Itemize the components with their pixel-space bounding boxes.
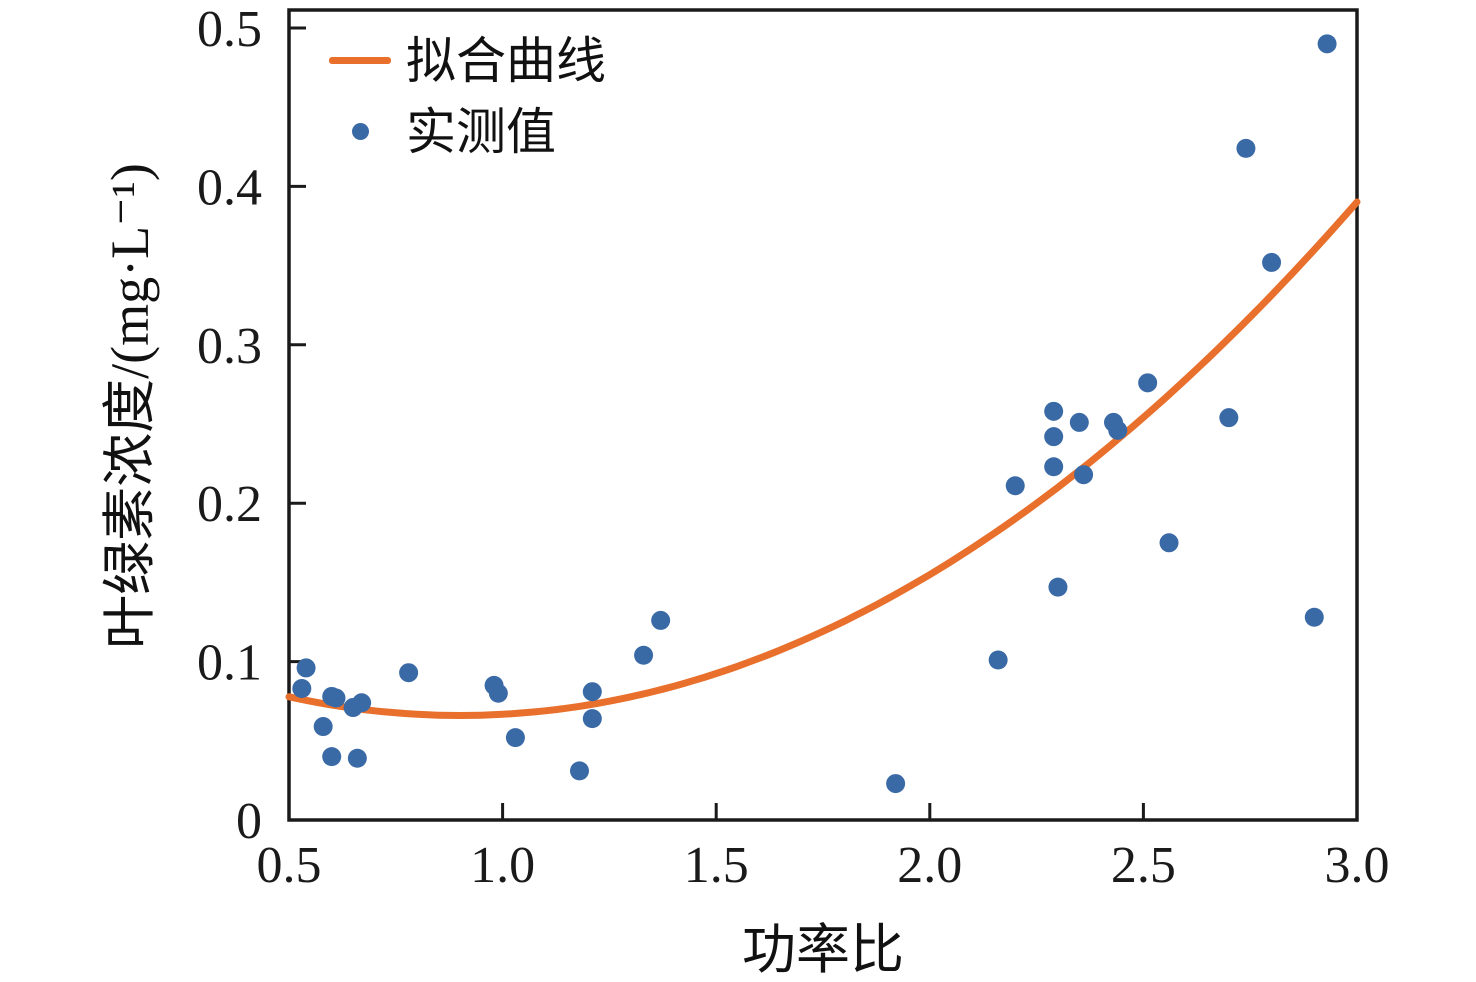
y-tick-label: 0.3 xyxy=(197,318,262,375)
data-point xyxy=(1044,427,1064,447)
data-point xyxy=(1044,457,1064,477)
x-tick-label: 3.0 xyxy=(1325,837,1390,894)
y-tick-label: 0.1 xyxy=(197,635,262,692)
data-point xyxy=(292,679,312,699)
data-point xyxy=(582,709,602,729)
x-tick-label: 2.5 xyxy=(1111,837,1176,894)
fit-curve-line xyxy=(285,198,1361,720)
y-tick-label: 0 xyxy=(236,793,262,850)
data-point xyxy=(1219,408,1239,428)
data-point xyxy=(313,717,333,737)
plot-frame xyxy=(287,8,1359,822)
x-tick-label: 1.0 xyxy=(470,837,535,894)
x-axis-title: 功率比 xyxy=(742,920,904,980)
data-point xyxy=(1159,533,1179,553)
data-point xyxy=(988,650,1008,670)
data-point xyxy=(399,663,419,683)
data-point xyxy=(505,728,525,748)
data-point xyxy=(488,683,508,703)
data-point xyxy=(569,761,589,781)
y-tick-label: 0.5 xyxy=(197,1,262,58)
fit-curve-marker-box xyxy=(329,57,391,64)
legend-item-measured: 实测值 xyxy=(329,96,606,167)
data-point xyxy=(322,747,342,767)
data-point xyxy=(1138,373,1158,393)
data-point xyxy=(1044,401,1064,421)
data-point xyxy=(634,645,654,665)
data-point xyxy=(886,774,906,794)
measured-label: 实测值 xyxy=(406,103,556,160)
measured-dot-icon xyxy=(351,123,369,140)
x-tick-label: 2.0 xyxy=(897,837,962,894)
x-tick-label: 1.5 xyxy=(684,837,749,894)
y-tick-label: 0.2 xyxy=(197,476,262,533)
data-point xyxy=(1005,476,1025,496)
data-point xyxy=(1236,138,1256,158)
data-point xyxy=(1262,252,1282,272)
measured-marker-box xyxy=(329,123,391,140)
y-tick-label: 0.4 xyxy=(197,159,262,216)
data-point xyxy=(352,693,372,713)
data-point xyxy=(1317,34,1337,54)
y-axis-title: 叶绿素浓度/(mg·L⁻¹) xyxy=(100,163,160,649)
data-point xyxy=(1069,412,1089,432)
data-point xyxy=(296,658,316,678)
data-point xyxy=(582,682,602,702)
data-point xyxy=(1074,465,1094,485)
legend-item-fit-curve: 拟合曲线 xyxy=(329,25,606,96)
data-point xyxy=(347,748,367,768)
x-tick-label: 0.5 xyxy=(257,837,322,894)
data-point xyxy=(1304,607,1324,627)
fit-curve-line-icon xyxy=(329,57,391,64)
legend: 拟合曲线 实测值 xyxy=(329,25,606,167)
fit-curve-label: 拟合曲线 xyxy=(406,32,606,89)
data-point xyxy=(326,688,346,708)
data-point xyxy=(1048,577,1068,597)
data-point xyxy=(651,610,671,630)
data-point xyxy=(1108,420,1128,440)
